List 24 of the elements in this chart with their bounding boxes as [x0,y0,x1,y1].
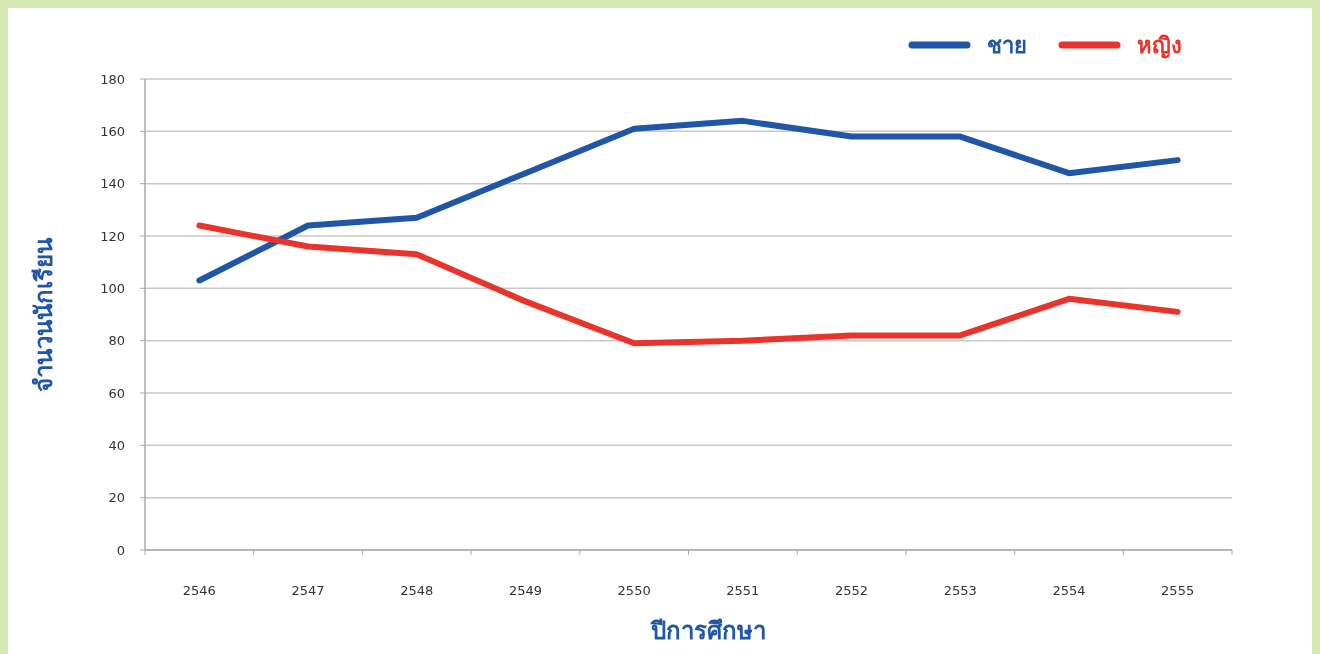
x-tick-label: 2555 [1161,582,1195,598]
x-tick-label: 2547 [291,582,325,598]
x-tick-label: 2550 [617,582,651,598]
y-tick-label: 20 [108,490,125,506]
y-tick-label: 40 [108,437,125,453]
legend-label: ชาย [987,32,1027,58]
x-tick-label: 2552 [835,582,869,598]
x-tick-label: 2548 [400,582,434,598]
y-tick-label: 160 [100,123,125,139]
x-axis-title: ปีการศึกษา [650,617,766,645]
x-tick-label: 2554 [1052,582,1086,598]
y-axis-title: จำนวนนักเรียน [30,236,58,392]
x-tick-label: 2549 [508,582,542,598]
y-tick-label: 60 [108,385,125,401]
y-tick-label: 0 [116,542,125,558]
x-tick-label: 2553 [943,582,977,598]
y-tick-label: 140 [100,176,125,192]
legend-label: หญิง [1137,32,1182,59]
y-tick-label: 120 [100,228,125,244]
y-tick-label: 80 [108,333,125,349]
x-tick-label: 2546 [182,582,216,598]
y-tick-label: 100 [100,280,125,296]
y-tick-label: 180 [100,71,125,87]
x-tick-label: 2551 [726,582,760,598]
